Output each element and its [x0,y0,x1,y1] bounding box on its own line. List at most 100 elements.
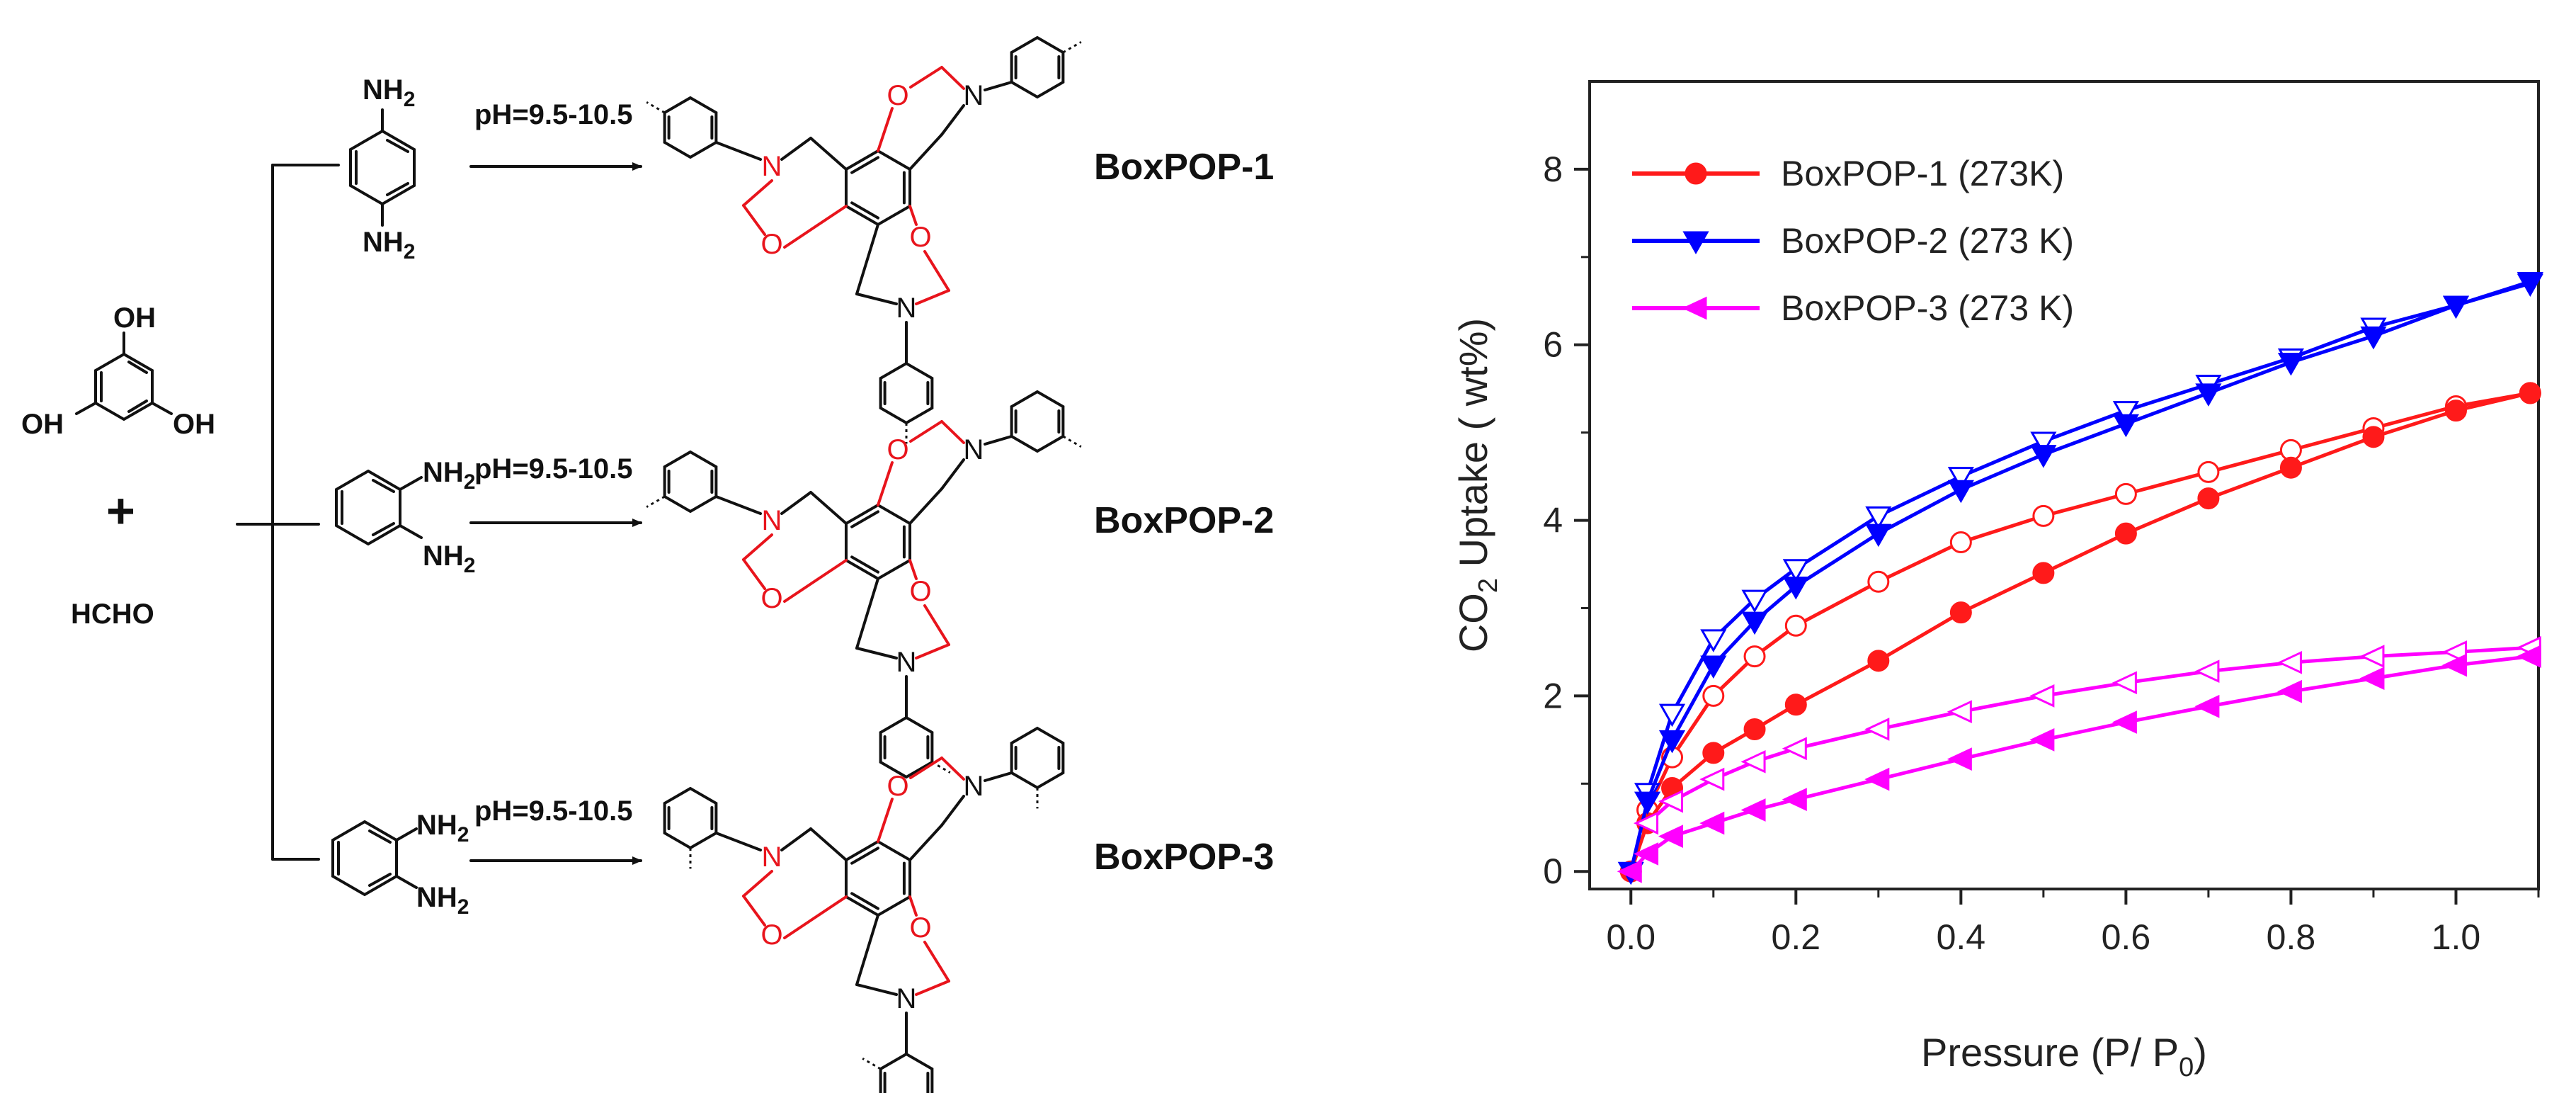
x-tick-label: 0.2 [1772,917,1821,957]
boxpop-3-structure: O O O N N N [663,726,1065,1093]
reaction-arrow-3: pH=9.5-10.5 [469,795,642,865]
desorption-point [1949,531,1972,554]
x-tick-labels: 0.0 0.2 0.4 0.6 0.8 1.0 [1607,917,2481,957]
legend-label: BoxPOP-1 (273K) [1781,154,2064,193]
desorption-point [1743,645,1766,668]
boxpop-1-structure: O O O N N N [646,35,1082,444]
adsorption-point [1741,611,1768,635]
adsorption-point [2360,326,2387,350]
plus-sign: + [106,483,135,538]
adsorption-point [2032,562,2055,584]
desorption-point [1865,506,1892,530]
adsorption-point [1949,601,1972,624]
y-tick-label: 0 [1543,851,1563,891]
nitrogen-atom-label: N [762,151,782,182]
product-label-3: BoxPOP-3 [1094,837,1274,878]
desorption-point [2029,684,2055,708]
legend-entry: BoxPOP-3 (273 K) [1632,288,2074,328]
desorption-point [1947,700,1972,724]
svg-text:NH2: NH2 [416,882,469,919]
svg-text:NH2: NH2 [363,74,415,111]
desorption-point [1864,718,1890,741]
adsorption-point [1634,791,1661,815]
m-phenylenediamine-structure: NH2 NH2 [335,457,475,577]
desorption-point [1741,589,1768,613]
desorption-point [1947,467,1974,490]
legend-entry: BoxPOP-1 (273K) [1632,154,2064,193]
adsorption-point [2442,295,2470,319]
y-tick-label: 8 [1543,149,1563,189]
desorption-point [2359,645,2385,668]
adsorption-point [1658,730,1686,754]
desorption-point [1699,767,1725,791]
svg-text:NH2: NH2 [423,457,475,494]
svg-text:pH=9.5-10.5: pH=9.5-10.5 [474,795,632,827]
adsorption-point [2516,645,2541,668]
desorption-point [1700,629,1727,652]
svg-text:NH2: NH2 [416,810,469,846]
nitrogen-atom-label: N [964,434,984,465]
boxpop-2-structure: O O O N N N [646,390,1082,779]
legend-marker [1682,296,1707,320]
adsorption-point [2276,679,2302,703]
y-tick-labels: 0 2 4 6 8 [1543,149,1563,891]
nitrogen-atom-label: N [896,983,917,1014]
plot-frame [1588,80,2540,890]
legend-entry: BoxPOP-2 (273 K) [1632,221,2074,261]
p-phenylenediamine-structure: NH2 NH2 [349,74,416,264]
reaction-scheme: OH OH OH + HCHO NH2 NH2 NH2 NH2 [21,35,1274,1093]
desorption-point [1740,749,1766,774]
desorption-point [1658,703,1686,727]
x-axis-title: Pressure (P/ P0) [1921,1030,2207,1082]
product-label-2: BoxPOP-2 [1094,500,1274,541]
x-tick-label: 0.8 [2267,917,2316,957]
oxygen-atom-label: O [909,912,931,944]
legend-label: BoxPOP-2 (273 K) [1781,221,2074,261]
desorption-point [1782,559,1809,582]
adsorption-point [2194,694,2220,718]
y-tick-label: 4 [1543,501,1563,540]
adsorption-point [1634,842,1659,866]
desorption-point [1784,614,1807,637]
svg-text:pH=9.5-10.5: pH=9.5-10.5 [474,99,632,130]
nitrogen-atom-label: N [896,647,917,678]
oxygen-atom-label: O [909,576,931,607]
desorption-point [2194,659,2220,684]
desorption-point [2276,650,2302,674]
adsorption-point [1658,825,1684,849]
oxygen-atom-label: O [760,583,782,614]
adsorption-point [1699,811,1725,835]
desorption-point [1867,570,1890,593]
y-axis-title: CO2 Uptake ( wt%) [1451,318,1503,652]
product-label-1: BoxPOP-1 [1094,147,1274,188]
adsorption-point [2112,414,2139,438]
adsorption-point [1702,742,1725,764]
adsorption-point [1743,718,1766,740]
oh-label-top: OH [113,302,156,334]
nitrogen-atom-label: N [762,505,782,536]
svg-text:NH2: NH2 [363,227,415,264]
o-phenylenediamine-structure: NH2 NH2 [331,810,469,919]
desorption-point [2030,431,2057,455]
adsorption-point [1864,767,1890,791]
desorption-point [1658,789,1684,813]
reaction-arrow-2: pH=9.5-10.5 [469,453,642,527]
adsorption-point [1947,747,1972,771]
legend-marker [1682,231,1709,255]
phloroglucinol-structure: OH OH OH [21,302,215,440]
desorption-point [2197,460,2220,483]
nitrogen-atom-label: N [964,80,984,111]
series-layer [1617,272,2543,885]
svg-text:pH=9.5-10.5: pH=9.5-10.5 [474,453,632,485]
nitrogen-atom-label: N [762,842,782,873]
adsorption-point [2444,400,2467,422]
x-tick-label: 1.0 [2432,917,2481,957]
adsorption-point [1867,650,1890,672]
x-tick-label: 0.0 [1607,917,1656,957]
legend-label: BoxPOP-3 (273 K) [1781,288,2074,328]
adsorption-point [2197,487,2220,510]
adsorption-point [2114,522,2137,545]
oxygen-atom-label: O [887,434,908,465]
adsorption-point [2279,456,2302,479]
adsorption-point [2519,382,2541,404]
